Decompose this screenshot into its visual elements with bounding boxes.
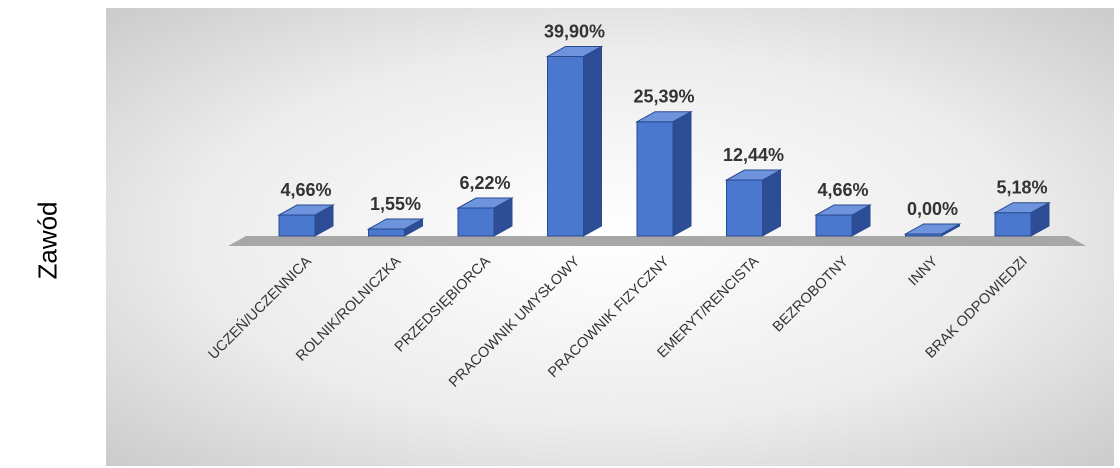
value-label-0: 4,66% [280, 180, 331, 200]
bar-front [726, 179, 763, 237]
bar-top [635, 111, 693, 123]
bar-7 [903, 223, 962, 237]
bar-1 [366, 218, 425, 237]
bar-front [815, 214, 853, 237]
chart-floor [228, 236, 1086, 246]
bar-5 [724, 169, 783, 237]
bar-top [724, 169, 783, 181]
bar-front [636, 121, 674, 237]
bars-layer [277, 45, 1051, 237]
bar-8 [993, 201, 1051, 237]
bar-side [762, 169, 781, 237]
value-label-3: 39,90% [544, 21, 605, 41]
bar-top [903, 223, 962, 235]
bar-0 [277, 204, 335, 237]
bar-front [457, 207, 495, 237]
bar-front [368, 228, 405, 237]
value-label-5: 12,44% [723, 145, 784, 165]
bar-side [672, 110, 692, 237]
bar-top [366, 218, 425, 230]
bar-side [583, 45, 602, 237]
bar-top [456, 197, 514, 209]
value-label-2: 6,22% [459, 173, 510, 193]
bar-6 [814, 204, 872, 237]
bar-top [545, 45, 604, 57]
bar-top [277, 204, 335, 216]
bar-4 [635, 110, 693, 237]
value-label-4: 25,39% [633, 87, 694, 107]
bar-front [547, 55, 584, 237]
bar-front [994, 212, 1032, 237]
bar-2 [456, 197, 514, 237]
bar-front [278, 214, 316, 237]
bar-top [814, 204, 872, 216]
bar-top [993, 202, 1051, 214]
value-label-7: 0,00% [907, 199, 958, 219]
value-label-1: 1,55% [370, 194, 421, 214]
value-labels-layer: 4,66% 1,55% 6,22% 39,90% 25,39% 12,44% 4,66% 0,… [280, 21, 1047, 219]
bar-3 [545, 45, 604, 237]
value-label-6: 4,66% [817, 180, 868, 200]
value-label-8: 5,18% [996, 178, 1047, 198]
